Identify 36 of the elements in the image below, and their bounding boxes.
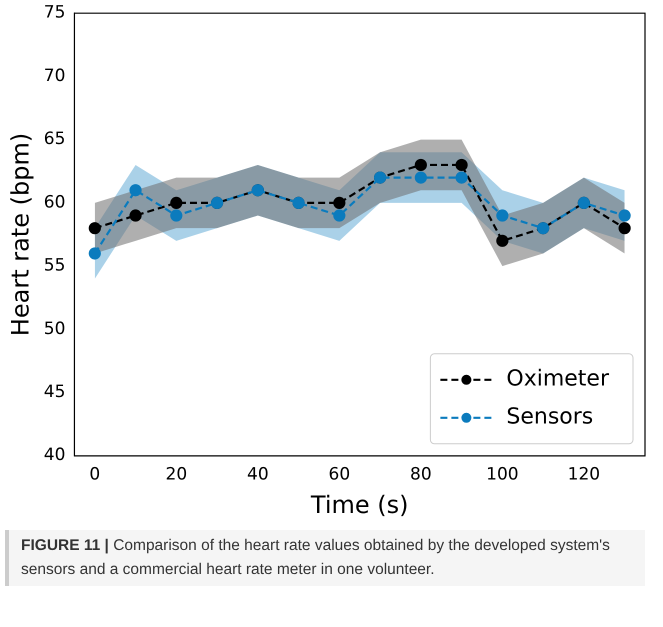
point	[333, 209, 346, 222]
y-tick-label: 55	[44, 256, 66, 276]
caption: FIGURE 11 | Comparison of the heart rate values obtained by the developed system's sensors and a commercial heart rate meter in one volunteer.	[21, 536, 611, 580]
y-tick-label: 60	[44, 192, 66, 212]
x-tick-label: 40	[247, 464, 269, 484]
x-tick-label: 0	[89, 464, 100, 484]
x-tick-label: 80	[410, 464, 432, 484]
y-tick-label: 70	[44, 66, 66, 86]
point	[496, 209, 508, 222]
y-tick-label: 50	[44, 318, 66, 339]
point	[414, 171, 427, 184]
point	[618, 222, 631, 234]
y-tick-label: 75	[44, 2, 66, 23]
point	[496, 234, 508, 247]
point	[456, 158, 468, 172]
point	[129, 209, 142, 222]
y-tick-label: 65	[44, 129, 66, 150]
point	[129, 184, 142, 196]
y-tick-label: 45	[44, 382, 66, 402]
x-tick-label: 20	[166, 464, 188, 484]
legend-label: Sensors	[506, 404, 594, 430]
x-axis-title: Time (s)	[310, 490, 409, 519]
point	[333, 196, 346, 209]
x-tick-label: 60	[328, 464, 350, 484]
x-tick-label: 120	[568, 464, 600, 484]
point	[170, 209, 182, 222]
point	[456, 171, 468, 184]
legend-label: Oximeter	[506, 366, 610, 392]
point	[414, 158, 427, 172]
y-tick-label: 40	[44, 445, 66, 466]
point	[170, 196, 182, 209]
y-axis-title: Heart rate (bpm)	[6, 132, 35, 336]
point	[88, 222, 101, 234]
x-tick-label: 100	[486, 464, 519, 484]
point	[618, 209, 631, 222]
point	[88, 247, 101, 260]
